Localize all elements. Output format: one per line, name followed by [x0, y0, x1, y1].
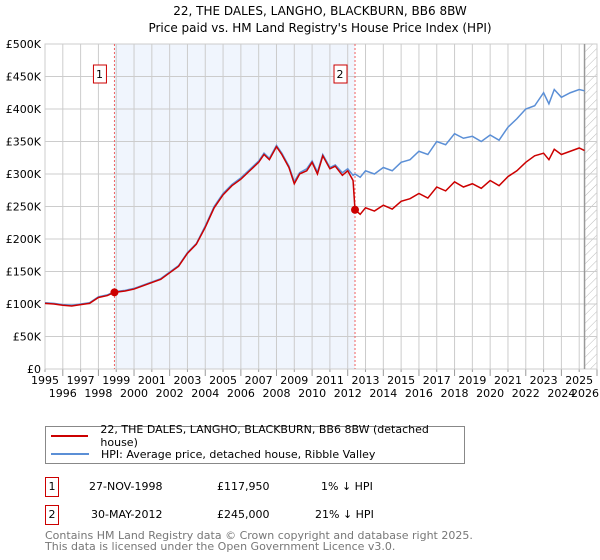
- x-tick-label: 1998: [84, 387, 112, 400]
- legend-swatch-blue: [51, 453, 89, 455]
- footer-licence: This data is licensed under the Open Gov…: [45, 540, 396, 553]
- x-tick-label: 2004: [191, 387, 219, 400]
- legend-label: HPI: Average price, detached house, Ribb…: [101, 447, 376, 461]
- x-tick-label: 2021: [494, 374, 522, 387]
- y-tick-label: £300K: [6, 168, 42, 181]
- x-tick-label: 2017: [423, 374, 451, 387]
- sale-label: 1: [96, 68, 103, 81]
- sale-price: £245,000: [217, 508, 270, 521]
- x-tick-label: 2000: [120, 387, 148, 400]
- x-tick-label: 1997: [67, 374, 95, 387]
- x-tick-label: 2006: [227, 387, 255, 400]
- x-tick-label: 2001: [138, 374, 166, 387]
- x-tick-label: 2025: [565, 374, 593, 387]
- sale-row: 2 30-MAY-2012 £245,000 21% ↓ HPI: [45, 505, 445, 525]
- sale-label-box: [92, 64, 107, 84]
- legend-item-hpi: HPI: Average price, detached house, Ribb…: [46, 445, 464, 463]
- y-tick-label: £250K: [6, 201, 42, 214]
- x-tick-label: 2011: [316, 374, 344, 387]
- footer: Contains HM Land Registry data © Crown c…: [45, 530, 473, 552]
- y-tick-label: £50K: [13, 331, 42, 344]
- y-tick-label: £400K: [6, 103, 42, 116]
- y-tick-label: £150K: [6, 266, 42, 279]
- sale-point: [110, 288, 119, 297]
- x-tick-label: 2008: [262, 387, 290, 400]
- sale-badge: 2: [45, 505, 59, 525]
- x-tick-label: 1999: [102, 374, 130, 387]
- x-tick-label: 2022: [512, 387, 540, 400]
- x-tick-label: 1995: [31, 374, 59, 387]
- x-tick-label: 2018: [441, 387, 469, 400]
- sale-label: 2: [337, 68, 344, 81]
- x-tick-label: 2012: [334, 387, 362, 400]
- x-tick-label: 2020: [476, 387, 504, 400]
- sale-hpi-diff: 21% ↓ HPI: [315, 508, 374, 521]
- y-tick-label: £450K: [6, 71, 42, 84]
- plot-border: [44, 43, 598, 370]
- x-tick-label: 2002: [156, 387, 184, 400]
- x-tick-label: 2013: [352, 374, 380, 387]
- sale-date: 27-NOV-1998: [89, 480, 163, 493]
- x-tick-label: 2019: [458, 374, 486, 387]
- x-tick-label: 2003: [173, 374, 201, 387]
- y-tick-label: £200K: [6, 233, 42, 246]
- x-tick-label: 2009: [280, 374, 308, 387]
- y-tick-label: £500K: [6, 38, 42, 51]
- price-chart: 22, THE DALES, LANGHO, BLACKBURN, BB6 8B…: [6, 4, 599, 400]
- sale-hpi-diff: 1% ↓ HPI: [321, 480, 373, 493]
- x-tick-label: 2007: [245, 374, 273, 387]
- sale-row: 1 27-NOV-1998 £117,950 1% ↓ HPI: [45, 477, 445, 497]
- x-tick-label: 2005: [209, 374, 237, 387]
- x-tick-label: 2010: [298, 387, 326, 400]
- x-tick-label: 2014: [369, 387, 397, 400]
- sale-point: [351, 205, 360, 214]
- chart-legend: 22, THE DALES, LANGHO, BLACKBURN, BB6 8B…: [45, 423, 465, 464]
- footer-copyright: Contains HM Land Registry data © Crown c…: [45, 529, 473, 542]
- y-tick-label: £0: [27, 363, 41, 376]
- x-tick-label: 2016: [405, 387, 433, 400]
- chart-subtitle: Price paid vs. HM Land Registry's House …: [148, 21, 491, 35]
- x-tick-label: 1996: [49, 387, 77, 400]
- x-tick-label: 2015: [387, 374, 415, 387]
- y-tick-label: £350K: [6, 136, 42, 149]
- legend-label: 22, THE DALES, LANGHO, BLACKBURN, BB6 8B…: [100, 423, 429, 449]
- sale-price: £117,950: [217, 480, 270, 493]
- legend-swatch-red: [51, 435, 89, 437]
- x-tick-label: 2023: [530, 374, 558, 387]
- y-tick-label: £100K: [6, 298, 42, 311]
- property-price-line: [44, 145, 585, 307]
- chart-title: 22, THE DALES, LANGHO, BLACKBURN, BB6 8B…: [173, 4, 467, 18]
- sale-date: 30-MAY-2012: [91, 508, 163, 521]
- sale-badge: 1: [45, 477, 59, 497]
- legend-item-property: 22, THE DALES, LANGHO, BLACKBURN, BB6 8B…: [46, 423, 464, 449]
- x-tick-label: 2024: [547, 387, 575, 400]
- sale-label-box: [333, 64, 348, 84]
- x-tick-label: 2026: [571, 387, 599, 400]
